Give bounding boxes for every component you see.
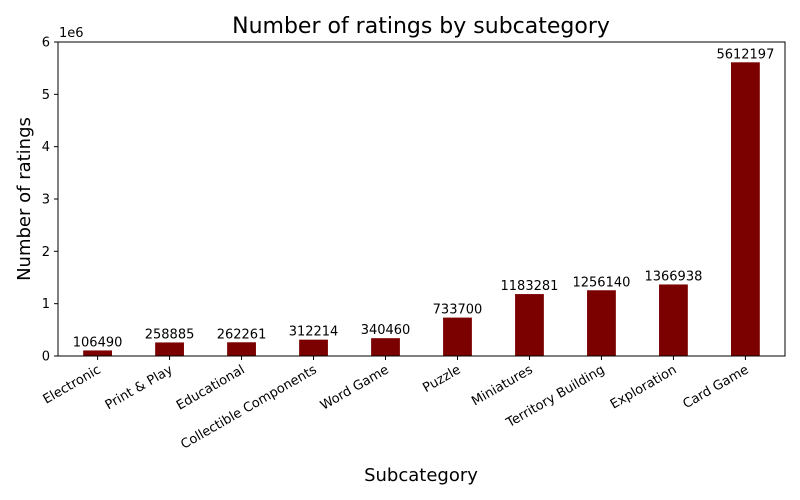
bar-value-label: 1256140: [572, 275, 630, 290]
y-tick-label: 6: [42, 36, 50, 51]
x-tick-label: Word Game: [318, 362, 392, 413]
bar: [443, 317, 472, 356]
y-tick-label: 2: [42, 245, 50, 260]
bar: [227, 342, 256, 356]
bar-value-label: 312214: [289, 325, 339, 340]
y-axis-label: Number of ratings: [14, 117, 35, 281]
y-axis-offset-label: 1e6: [59, 26, 84, 41]
bar: [731, 62, 760, 357]
bar: [659, 284, 688, 356]
x-ticks-group: Electronic Print & PlayEducationalCollect…: [41, 356, 751, 453]
bar: [371, 338, 400, 356]
bar-value-label: 262261: [217, 327, 267, 342]
x-tick-label: Print & Play: [103, 362, 176, 413]
x-tick-label: Puzzle: [420, 362, 463, 396]
bar-value-label: 258885: [145, 327, 195, 342]
y-tick-label: 1: [42, 297, 50, 312]
bar-value-label: 106490: [73, 335, 123, 350]
plot-frame: [57, 41, 786, 357]
bar: [515, 294, 544, 356]
x-tick-label: Electronic: [41, 362, 104, 407]
y-ticks-group: 0 1 2 3 4 5 6: [42, 36, 58, 365]
x-tick-label: Card Game: [680, 362, 751, 412]
bar-value-label: 733700: [433, 303, 483, 318]
bar-value-label: 5612197: [716, 47, 774, 62]
x-axis-label: Subcategory: [364, 465, 478, 486]
x-tick-label: Exploration: [608, 362, 680, 412]
bar-labels-group: 106490 258885 262261 312214 340460 733700 1183…: [73, 47, 775, 350]
x-tick-label: Collectible Components: [178, 362, 319, 452]
chart-title: Number of ratings by subcategory: [232, 14, 610, 39]
bar: [587, 290, 616, 356]
y-tick-label: 4: [42, 140, 50, 155]
y-tick-label: 0: [42, 350, 50, 365]
bar: [299, 339, 328, 356]
y-tick-label: 5: [42, 88, 50, 103]
bar-value-label: 1183281: [501, 279, 559, 294]
bars-group: [83, 62, 760, 357]
bar-value-label: 340460: [361, 323, 411, 338]
bar: [155, 342, 184, 356]
x-tick-label: Miniatures: [469, 362, 535, 409]
bar: [83, 350, 112, 356]
y-tick-label: 3: [42, 193, 50, 208]
bar-value-label: 1366938: [644, 269, 702, 284]
